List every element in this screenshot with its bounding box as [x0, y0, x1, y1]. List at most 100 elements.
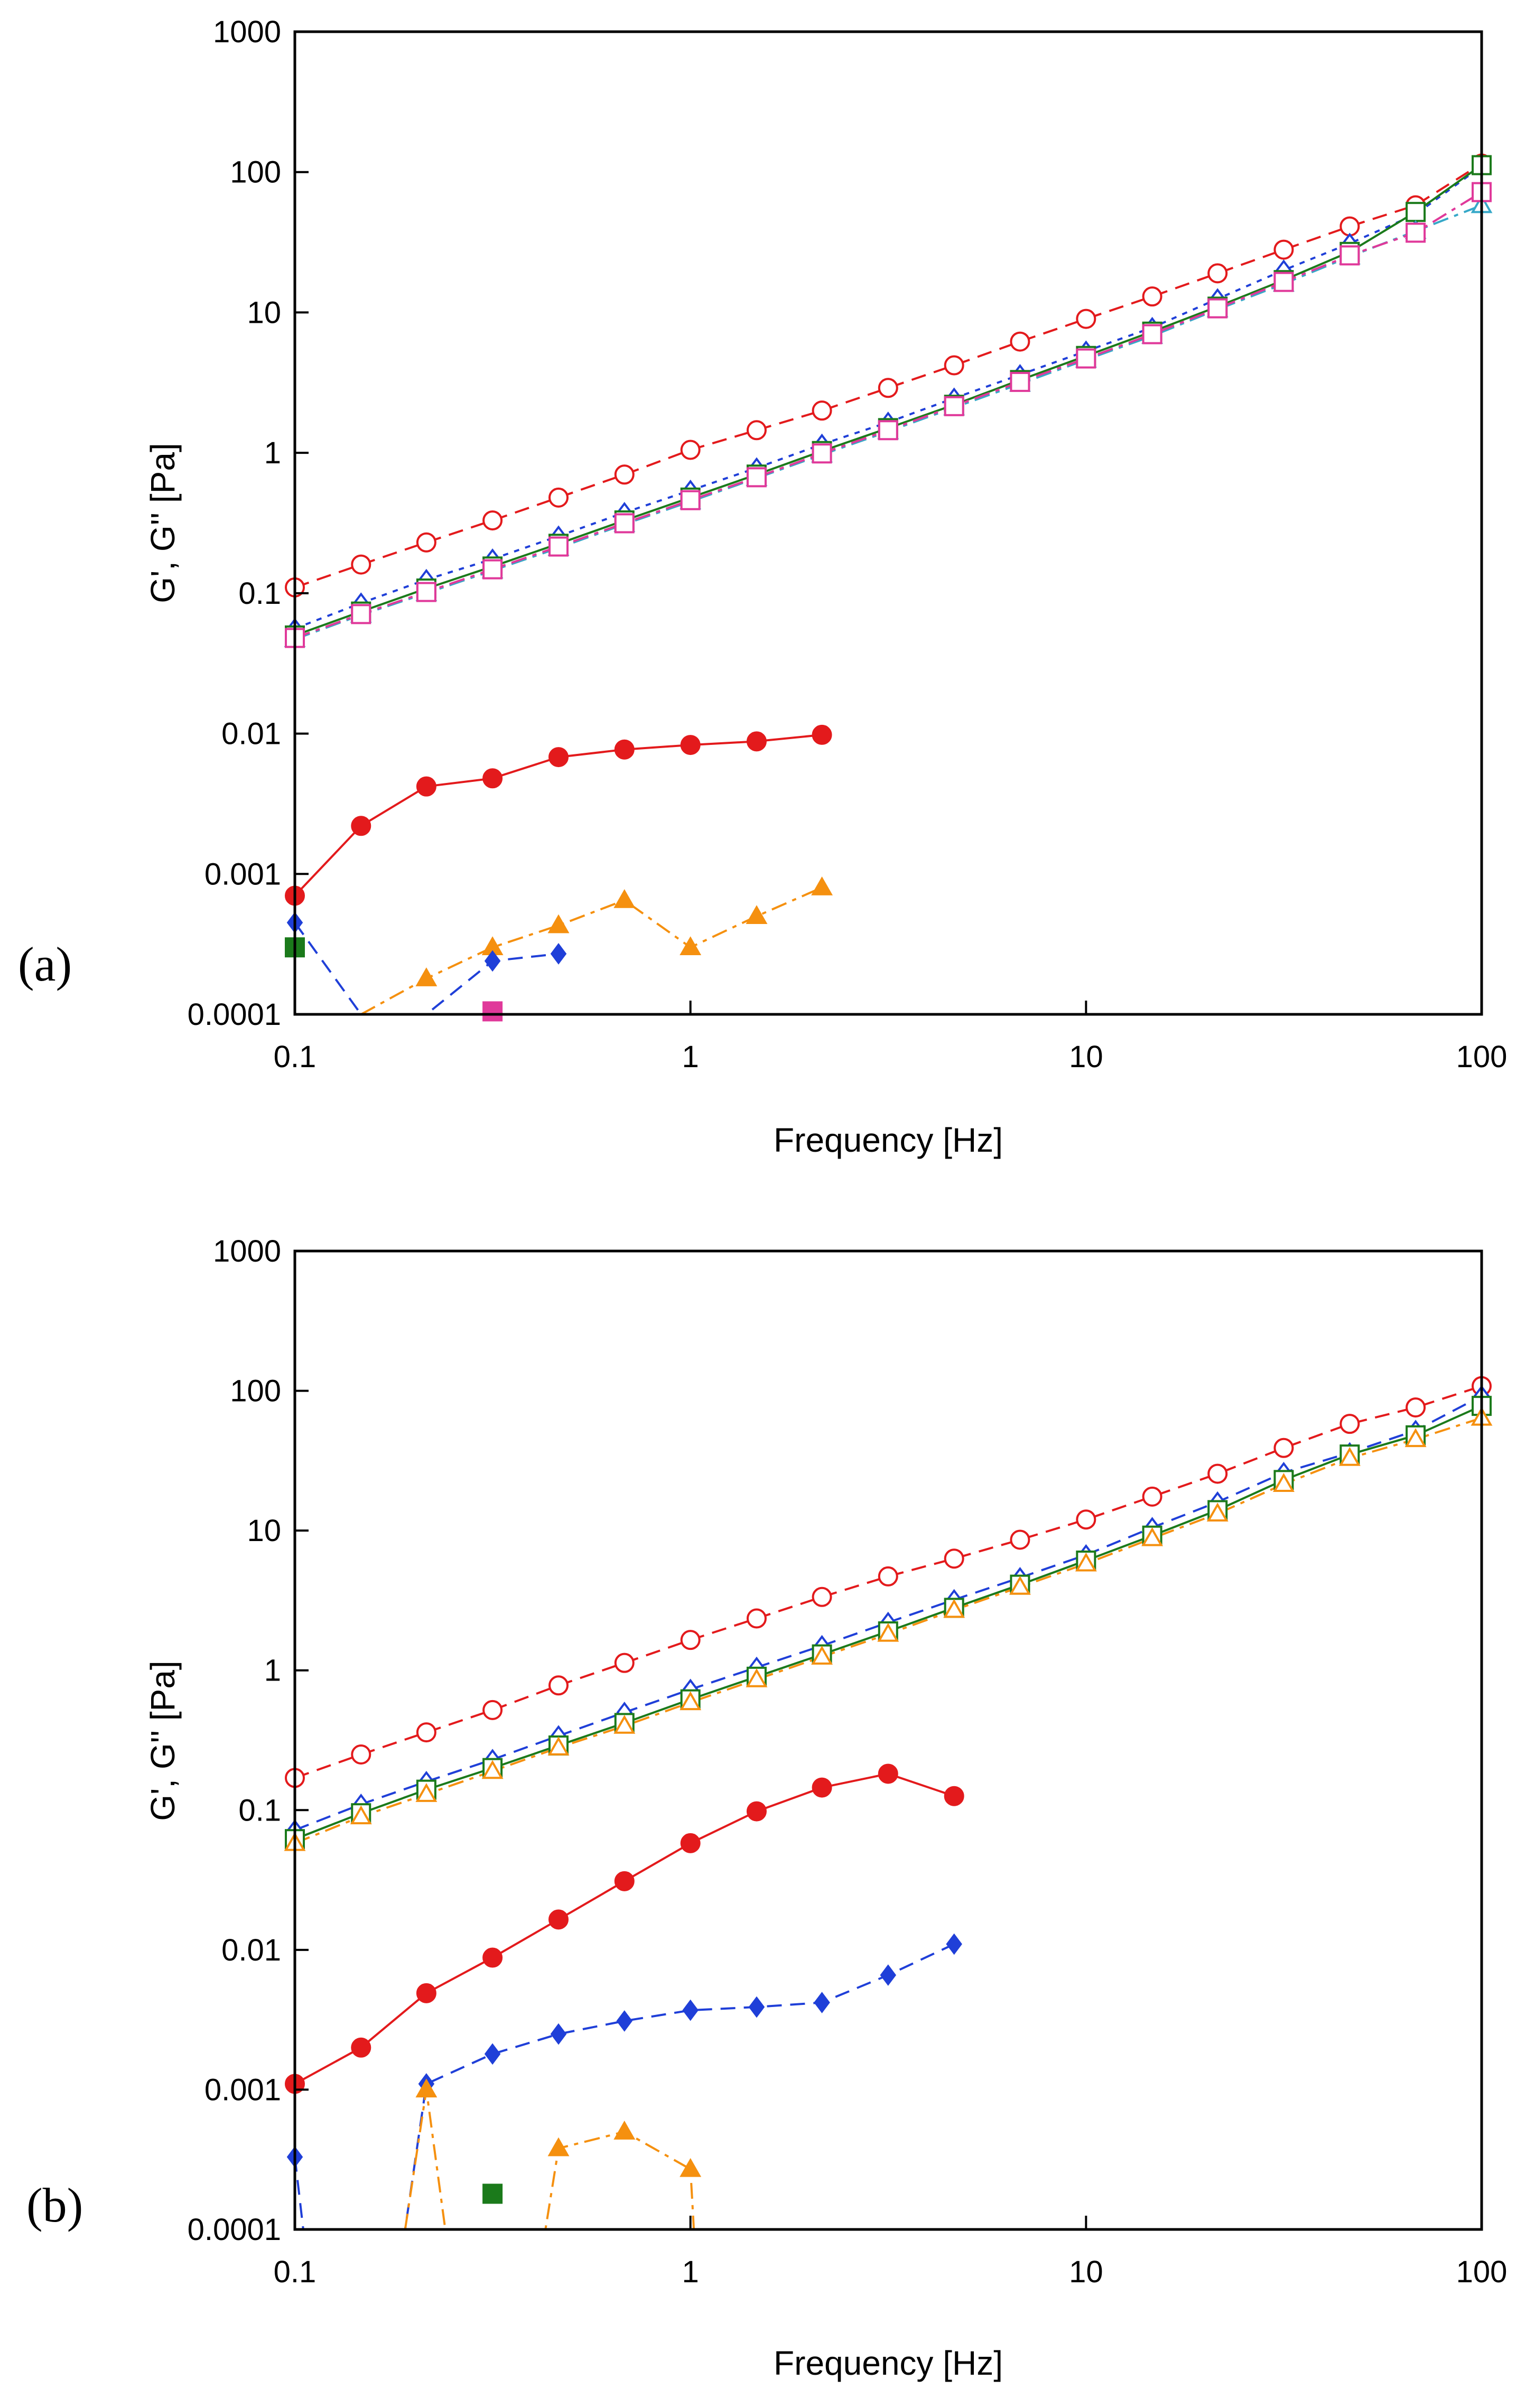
data-point-g-orange-filled-triangle — [613, 2121, 636, 2140]
data-point-g-red-open-circle — [944, 355, 964, 376]
data-point-g-magenta-open-square — [812, 443, 832, 464]
data-point-g-red-open-circle — [1339, 216, 1360, 237]
data-point-g-red-open-circle — [746, 420, 767, 441]
y-axis-b: 0.0001 0.001 0.01 0.1 1 10 100 1000 — [188, 1234, 309, 2247]
data-point-g-red-open-circle — [351, 554, 371, 575]
y-tick-label: 1000 — [213, 15, 281, 49]
data-point-g-red-open-circle — [1273, 239, 1294, 260]
x-axis-a: 0.1 1 10 100 — [274, 1001, 1507, 1074]
data-point-g-red-open-circle — [1010, 1529, 1030, 1550]
data-point-g-blue-filled-diamond — [946, 1933, 962, 1955]
data-point-g-red-open-circle — [1273, 1438, 1294, 1458]
data-point-g-orange-open-triangle — [680, 1691, 702, 1711]
x-tick-label: 0.1 — [274, 1040, 317, 1074]
data-point-g-orange-open-triangle — [1338, 1446, 1361, 1466]
data-point-g-magenta-open-square — [878, 420, 898, 441]
y-tick-label: 100 — [230, 1374, 281, 1408]
data-point-g-blue-filled-diamond — [880, 1964, 897, 1986]
data-point-g-blue-filled-diamond — [484, 2043, 501, 2065]
data-point-g-magenta-open-square — [482, 559, 503, 580]
data-point-g-orange-open-triangle — [746, 1668, 768, 1687]
data-point-g-magenta-open-square — [1207, 298, 1228, 319]
data-point-g-blue-filled-diamond — [682, 1999, 699, 2021]
data-point-g-red-open-circle — [1207, 263, 1228, 284]
series-line-g-blue-filled-diamond — [295, 922, 559, 1014]
x-axis-title-a: Frequency [Hz] — [774, 1121, 1003, 1159]
y-tick-label: 1 — [264, 1654, 281, 1688]
data-point-g-red-filled-circle — [812, 1777, 832, 1798]
panel-label-a: (a) — [18, 937, 72, 991]
x-axis-b: 0.1 1 10 100 — [274, 2216, 1507, 2289]
data-point-g-orange-open-triangle — [547, 1736, 570, 1756]
x-tick-label: 1 — [682, 2255, 699, 2289]
data-point-g-red-open-circle — [878, 1566, 898, 1586]
y-tick-label: 0.1 — [238, 1793, 281, 1827]
data-point-g-red-filled-circle — [746, 1801, 767, 1822]
data-point-g-magenta-open-square — [1010, 371, 1030, 392]
data-point-g-red-open-circle — [1406, 1397, 1426, 1418]
data-point-g-red-open-circle — [1076, 1509, 1096, 1530]
data-point-g-red-filled-circle — [548, 747, 569, 768]
data-point-g-orange-open-triangle — [415, 1783, 438, 1802]
data-point-g-red-open-circle — [548, 1675, 569, 1696]
data-point-g-red-open-circle — [746, 1608, 767, 1629]
data-point-g-blue-filled-diamond — [616, 2010, 632, 2032]
data-point-g-red-filled-circle — [944, 1786, 964, 1806]
y-tick-label: 0.01 — [221, 717, 281, 751]
data-point-g-magenta-open-square — [1339, 245, 1360, 266]
data-point-g-orange-filled-triangle — [547, 914, 570, 934]
data-point-g-orange-open-triangle — [1141, 1527, 1164, 1546]
data-point-g-orange-open-triangle — [1075, 1552, 1097, 1572]
data-point-g-red-filled-circle — [482, 768, 503, 789]
data-point-g-blue-filled-diamond — [814, 1992, 830, 2013]
data-point-g-red-open-circle — [878, 378, 898, 398]
data-point-g-red-open-circle — [482, 1700, 503, 1720]
data-point-g-orange-open-triangle — [1009, 1575, 1031, 1595]
data-point-g-orange-open-triangle — [1272, 1473, 1295, 1492]
x-tick-label: 10 — [1069, 2255, 1103, 2289]
data-point-g-orange-open-triangle — [350, 1805, 372, 1825]
data-point-g-orange-filled-triangle — [415, 2078, 438, 2098]
series-line-g-orange-filled-triangle — [404, 2089, 695, 2229]
y-tick-label: 0.001 — [204, 2073, 281, 2107]
data-point-g-blue-filled-diamond — [748, 1996, 765, 2018]
data-point-g-red-open-circle — [416, 1722, 436, 1743]
data-point-g-red-filled-circle — [680, 1833, 701, 1853]
data-point-g-red-filled-circle — [351, 816, 371, 836]
data-point-g-red-open-circle — [614, 464, 635, 485]
data-point-g-red-open-circle — [482, 510, 503, 531]
data-point-g-red-filled-circle — [614, 739, 635, 760]
data-point-g-orange-filled-triangle — [746, 905, 768, 925]
plot-frame-b — [293, 1249, 1483, 2231]
series-line-g-blue-filled-diamond — [295, 1943, 955, 2229]
data-point-g-magenta-open-square — [1406, 222, 1426, 243]
data-point-g-red-open-circle — [680, 440, 701, 460]
data-point-g-red-open-circle — [812, 1586, 832, 1607]
y-axis-title-a: G', G'' [Pa] — [144, 443, 182, 603]
data-point-g-magenta-open-square — [614, 513, 635, 534]
data-point-g-orange-filled-triangle — [415, 967, 438, 986]
data-point-g-blue-filled-diamond — [550, 2023, 567, 2045]
data-point-g-orange-open-triangle — [877, 1622, 899, 1642]
data-point-g-red-open-circle — [416, 532, 436, 553]
data-point-g-green-open-square — [1406, 202, 1426, 222]
data-point-g-magenta-open-square — [548, 536, 569, 557]
data-point-g-red-open-circle — [812, 400, 832, 421]
x-tick-label: 0.1 — [274, 2255, 317, 2289]
y-tick-label: 0.1 — [238, 576, 281, 611]
y-tick-label: 1000 — [213, 1234, 281, 1268]
data-point-g-red-filled-circle — [482, 1947, 503, 1968]
data-point-g-red-open-circle — [351, 1744, 371, 1765]
data-point-g-red-open-circle — [1339, 1414, 1360, 1434]
data-point-g-red-open-circle — [1076, 309, 1096, 329]
data-point-g-red-filled-circle — [746, 731, 767, 752]
data-point-g-red-open-circle — [548, 487, 569, 508]
data-point-g-red-filled-circle — [548, 1909, 569, 1930]
data-point-g-blue-filled-diamond — [484, 950, 501, 972]
data-point-g-red-open-circle — [1142, 1486, 1162, 1507]
y-tick-label: 0.0001 — [188, 2213, 281, 2247]
y-axis-a: 0.0001 0.001 0.01 0.1 1 10 100 1000 — [188, 15, 309, 1032]
y-tick-label: 1 — [264, 436, 281, 470]
data-point-g-magenta-open-square — [944, 396, 964, 416]
